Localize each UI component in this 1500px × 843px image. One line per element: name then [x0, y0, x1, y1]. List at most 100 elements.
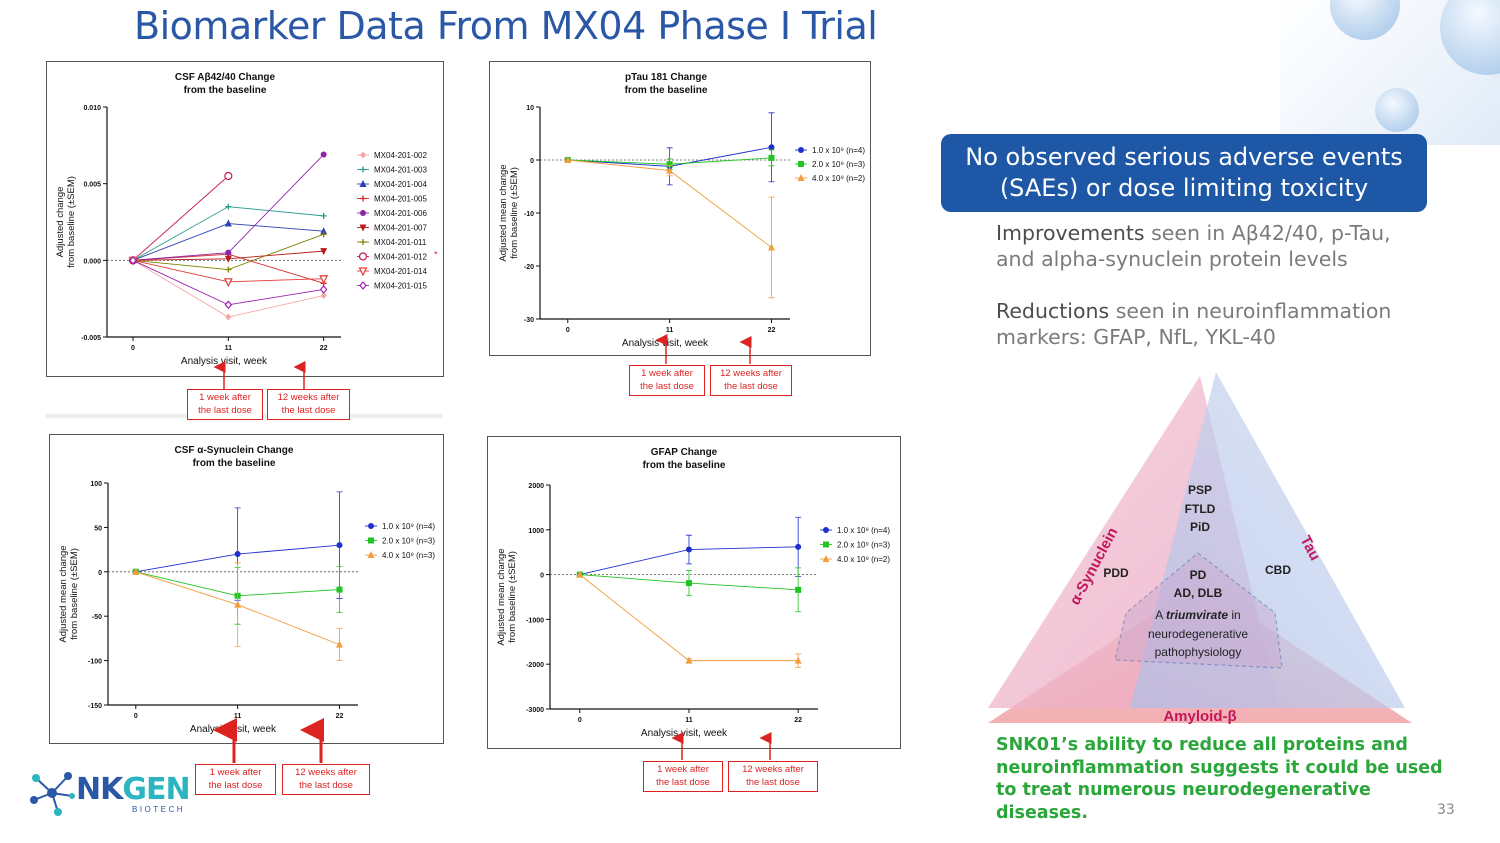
chart-subtitle: from the baseline	[184, 85, 267, 96]
label-pd: PD	[1190, 568, 1207, 582]
legend-marker	[367, 551, 375, 558]
data-point	[234, 600, 242, 608]
legend-label: MX04-201-003	[374, 166, 427, 175]
x-tick-label: 22	[768, 327, 776, 334]
data-point	[666, 166, 674, 174]
legend-label: 1.0 x 10⁹ (n=4)	[837, 526, 890, 535]
y-tick-label: 0.000	[83, 258, 101, 265]
data-point	[319, 285, 328, 294]
label-center-line2: neurodegenerative	[1148, 627, 1248, 641]
y-axis-label-2: from baseline (±SEM)	[507, 551, 518, 643]
y-tick-label: 0.005	[83, 182, 101, 189]
y-tick-label: -30	[524, 317, 534, 324]
point-reductions-line2: markers: GFAP, NfL, YKL-40	[996, 325, 1276, 349]
x-tick-label: 11	[234, 713, 242, 720]
y-tick-label: 50	[94, 525, 102, 532]
x-tick-label: 22	[794, 717, 802, 724]
x-tick-label: 0	[566, 327, 570, 334]
label-pdd: PDD	[1103, 566, 1129, 580]
series-10	[129, 255, 328, 310]
annotation-ptau-12wk: 12 weeks after the last dose	[710, 365, 792, 396]
data-point	[320, 151, 327, 158]
chart-abeta-panel: CSF Aβ42/40 Change from the baseline -0.00…	[46, 61, 444, 377]
y-tick-label: 1000	[528, 528, 544, 535]
annotation-ptau-1wk: 1 week after the last dose	[629, 365, 705, 396]
y-tick-label: -150	[88, 703, 102, 710]
legend-marker	[360, 166, 366, 173]
y-axis-label-2: from baseline (±SEM)	[66, 176, 77, 268]
annotation-syn-1wk: 1 week after the last dose	[195, 764, 276, 795]
conclusion-line-2: neuroinflammation suggests it could be u…	[996, 757, 1443, 778]
legend-label: MX04-201-014	[374, 267, 427, 276]
data-point	[335, 640, 343, 648]
slide-title: Biomarker Data From MX04 Phase I Trial	[134, 4, 878, 48]
logo-wordmark: NKGEN	[76, 772, 191, 807]
x-tick-label: 11	[685, 717, 693, 724]
data-point	[320, 227, 328, 235]
legend-label: 1.0 x 10⁹ (n=4)	[812, 146, 865, 155]
legend-entry: MX04-201-006	[357, 209, 427, 218]
data-point	[129, 255, 137, 265]
label-pid: PiD	[1190, 520, 1210, 534]
data-point	[225, 313, 232, 321]
x-tick-label: 0	[131, 345, 135, 352]
legend-marker	[359, 180, 367, 187]
y-axis-label: Adjusted mean change	[58, 545, 69, 642]
legend-label: MX04-201-006	[374, 209, 427, 218]
chart-abeta: CSF Aβ42/40 Change from the baseline -0.00…	[55, 72, 438, 367]
data-point	[666, 161, 673, 168]
point-reductions-bold: Reductions	[996, 299, 1110, 323]
legend-marker	[360, 239, 366, 245]
legend-marker	[359, 281, 367, 290]
chart-subtitle: from the baseline	[193, 458, 276, 469]
data-point	[795, 543, 802, 550]
data-point	[225, 203, 232, 210]
x-tick-label: 11	[666, 327, 674, 334]
legend-entry: MX04-201-011	[357, 238, 427, 247]
legend-label: MX04-201-012	[374, 253, 427, 262]
y-tick-label: -2000	[526, 662, 544, 669]
data-point	[319, 275, 329, 285]
series-line	[132, 175, 229, 261]
legend-marker	[358, 267, 368, 277]
series-1	[576, 516, 802, 578]
legend-label: MX04-201-004	[374, 180, 427, 189]
annotation-abeta-1wk: 1 week after the last dose	[187, 389, 263, 420]
legend-label: MX04-201-002	[374, 151, 427, 160]
data-point	[224, 300, 233, 310]
legend-label: MX04-201-011	[374, 238, 427, 247]
legend-entry: MX04-201-005	[357, 195, 427, 204]
banner-line-2: (SAEs) or dose limiting toxicity	[999, 174, 1369, 202]
chart-title: GFAP Change	[651, 447, 718, 458]
legend-entry: 2.0 x 10⁹ (n=3)	[795, 160, 865, 169]
legend-entry: 2.0 x 10⁹ (n=3)	[820, 541, 890, 550]
chart-title: CSF α-Synuclein Change	[175, 445, 294, 456]
legend-marker	[798, 147, 804, 153]
y-tick-label: 0	[98, 570, 102, 577]
point-reductions: Reductions seen in neuroinflammation mar…	[996, 298, 1466, 350]
logo-molecule-icon	[30, 772, 75, 816]
point-improvements-bold: Improvements	[996, 221, 1145, 245]
label-ad-dlb: AD, DLB	[1174, 586, 1223, 600]
y-tick-label: 100	[90, 481, 102, 488]
y-tick-label: -10	[524, 211, 534, 218]
data-point	[768, 154, 775, 161]
legend-label: MX04-201-005	[374, 195, 427, 204]
data-point	[576, 570, 584, 578]
annotation-syn-12wk: 12 weeks after the last dose	[282, 764, 370, 795]
data-point	[225, 249, 232, 256]
legend-label: 2.0 x 10⁹ (n=3)	[837, 541, 890, 550]
legend-entry: MX04-201-014	[357, 267, 427, 277]
y-axis-label: Adjusted mean change	[498, 164, 509, 261]
data-point	[794, 656, 802, 664]
y-tick-label: 10	[526, 105, 534, 112]
chart-syn: CSF α-Synuclein Change from the baseline -…	[58, 445, 435, 735]
legend-label: 2.0 x 10⁹ (n=3)	[382, 537, 435, 546]
legend-label: 4.0 x 10⁹ (n=3)	[382, 551, 435, 560]
chart-ptau: pTau 181 Change from the baseline -30 -20 -1…	[498, 72, 865, 349]
y-tick-label: 0	[540, 573, 544, 580]
data-point	[320, 212, 327, 219]
legend-entry: 2.0 x 10⁹ (n=3)	[365, 537, 435, 546]
label-ftld: FTLD	[1185, 502, 1216, 516]
legend-marker	[823, 541, 829, 548]
